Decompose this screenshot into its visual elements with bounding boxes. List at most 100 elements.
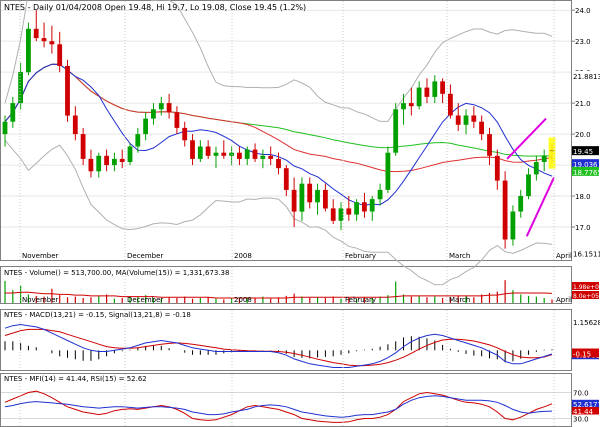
candle-body [182, 127, 188, 141]
volume-value-label: 1.98e+06 [573, 284, 600, 291]
candle-body [112, 158, 117, 166]
macd-value-box [572, 316, 599, 326]
candle-body [135, 134, 141, 147]
y-tick-label: 20.0 [575, 131, 591, 139]
trend-annotations [506, 117, 555, 237]
volume-title: NTES - Volume() = 513,700.00, MA(Volume(… [4, 269, 229, 277]
candle-body [72, 115, 78, 135]
candle-body [213, 152, 219, 156]
y-tick-label: 17.0 [575, 224, 591, 232]
candle-body [323, 189, 328, 209]
candle-body [283, 168, 289, 190]
x-axis-label: November [22, 296, 59, 304]
candle-body [174, 112, 180, 128]
candle-body [80, 134, 86, 159]
oscillator-value-box [572, 399, 599, 408]
volume-value-box [572, 291, 599, 299]
candle-body [541, 155, 547, 162]
macd-panel [0, 309, 572, 371]
x-axis-label: 2008 [234, 252, 252, 260]
volume-ma-line [5, 291, 553, 299]
candle-body [471, 115, 477, 122]
candle-body [494, 155, 500, 181]
y-tick-label: 18.0 [575, 193, 591, 201]
x-axis-label: December [127, 252, 163, 260]
candle-body [354, 202, 359, 215]
volume-value-label: 8.0e+05 [573, 293, 599, 300]
candle-body [416, 87, 422, 107]
candle-body [487, 134, 492, 156]
macd-signal-line [4, 328, 553, 367]
x-axis-label: March [449, 252, 470, 260]
right-value-label: 19.036 [573, 161, 598, 169]
bollinger-upper-line [4, 0, 553, 122]
candle-body [96, 155, 102, 172]
candle-body [33, 28, 39, 39]
candle-body [518, 196, 524, 212]
candle-body [401, 103, 406, 110]
y-tick-label: 21.0 [575, 100, 591, 108]
right-value-label: 21.8813 [573, 73, 600, 81]
candle-body [463, 115, 469, 125]
macd-title: NTES - MACD(13,21) = -0.15, Signal(13,21… [4, 311, 191, 319]
candle-body [502, 180, 508, 240]
candle-body [362, 202, 367, 212]
candle-body [57, 44, 63, 66]
candle-body [18, 72, 23, 104]
oscillator-value-box [572, 388, 599, 397]
candle-body [479, 121, 484, 135]
oscillator-value-box [572, 407, 599, 416]
candle-body [315, 189, 320, 203]
candle-body [268, 155, 274, 159]
oscillator-value-label: 52.6177 [573, 401, 600, 409]
axis-labels: November November December December 2008 2008… [19, 1, 572, 426]
macd-value-label: -0.15 [573, 351, 591, 359]
bollinger-lower-line [4, 139, 553, 286]
candle-body [2, 121, 8, 135]
candle-body [260, 155, 266, 159]
candle-body [533, 162, 539, 175]
right-value-box [572, 166, 599, 176]
y-tick-label: 24.0 [575, 7, 591, 15]
candle-body [424, 87, 430, 97]
candle-body [104, 155, 109, 166]
candle-body [190, 140, 195, 159]
candlesticks [2, 10, 556, 249]
right-value-box [572, 248, 599, 258]
mfi-line [4, 395, 553, 418]
candle-body [197, 146, 203, 159]
candle-body [10, 103, 16, 122]
oscillator-value-label: 30.0 [573, 416, 589, 424]
candle-body [299, 183, 305, 212]
macd-line [4, 323, 553, 368]
candle-body [127, 146, 133, 162]
candle-body [252, 149, 258, 159]
y-tick-label: 23.0 [575, 38, 591, 46]
oscillator-value-label: 41.44 [573, 408, 594, 416]
candle-body [119, 158, 125, 162]
candle-body [88, 158, 94, 172]
right-value-label: 19.45 [573, 148, 593, 156]
volume-bars [4, 280, 553, 303]
macd-lines [4, 323, 553, 368]
rsi-line [4, 390, 553, 423]
x-axis-label: 2008 [234, 296, 252, 304]
right-value-box [572, 146, 599, 156]
candle-body [276, 158, 281, 169]
candle-body [49, 41, 55, 45]
candle-body [41, 38, 47, 42]
candle-body [448, 93, 453, 116]
candle-body [291, 189, 297, 212]
x-axis-label: February [345, 252, 376, 260]
right-value-box [572, 159, 599, 169]
oscillator-value-box [572, 414, 599, 423]
right-value-labels: 24.023.022.021.020.019.018.017.021.88131… [571, 7, 600, 424]
candle-body [393, 109, 399, 153]
candle-body [244, 149, 250, 159]
candle-body [330, 208, 336, 221]
last-candle-body [549, 150, 555, 152]
last-candle-highlight [548, 137, 556, 169]
price-grid [1, 9, 571, 228]
candle-body [205, 146, 211, 156]
